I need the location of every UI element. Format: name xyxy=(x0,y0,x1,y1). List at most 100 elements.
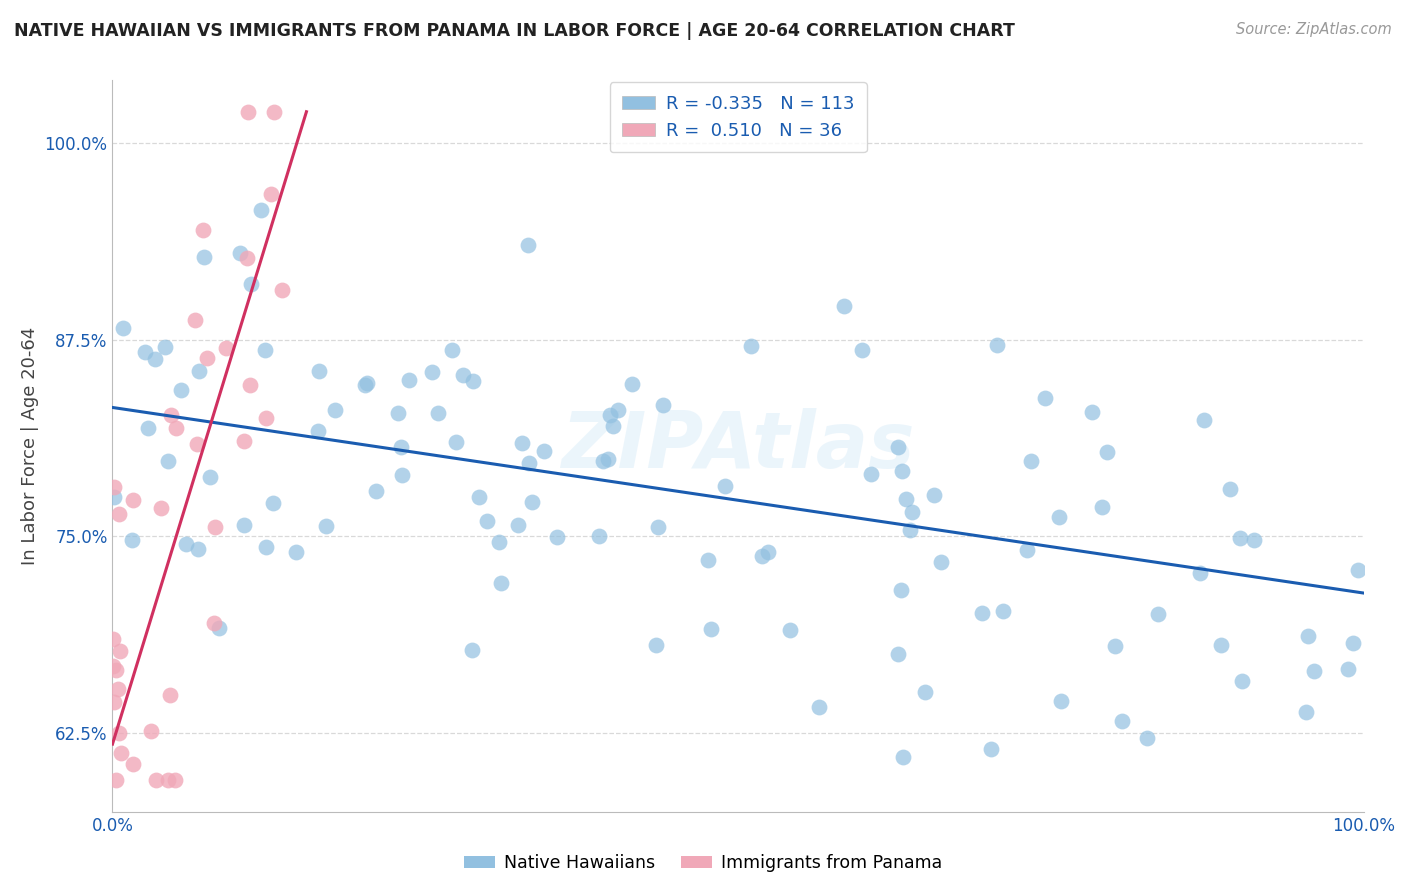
Legend: R = -0.335   N = 113, R =  0.510   N = 36: R = -0.335 N = 113, R = 0.510 N = 36 xyxy=(610,82,866,153)
Point xyxy=(307,424,329,438)
Point xyxy=(308,364,330,378)
Point xyxy=(315,519,337,533)
Point xyxy=(122,757,145,772)
Point xyxy=(898,523,921,537)
Y-axis label: In Labor Force | Age 20-64: In Labor Force | Age 20-64 xyxy=(21,326,39,566)
Point xyxy=(602,419,624,434)
Point xyxy=(1219,482,1241,496)
Point xyxy=(488,535,510,549)
Point xyxy=(468,490,491,504)
Point xyxy=(134,345,156,359)
Point xyxy=(475,514,498,528)
Point xyxy=(101,659,124,673)
Point xyxy=(891,749,914,764)
Point xyxy=(104,773,127,788)
Point xyxy=(165,421,187,435)
Point xyxy=(170,383,193,397)
Point xyxy=(159,689,181,703)
Point xyxy=(986,338,1008,352)
Point xyxy=(254,343,277,358)
Point xyxy=(1230,673,1253,688)
Point xyxy=(103,480,125,494)
Point xyxy=(980,741,1002,756)
Point xyxy=(233,518,256,533)
Point xyxy=(1047,509,1070,524)
Point xyxy=(1091,500,1114,515)
Point xyxy=(1343,636,1365,650)
Point xyxy=(700,622,723,636)
Point xyxy=(1211,639,1233,653)
Point xyxy=(506,518,529,533)
Point xyxy=(145,773,167,788)
Point xyxy=(356,376,378,390)
Point xyxy=(756,545,779,559)
Point xyxy=(254,411,277,425)
Point xyxy=(398,373,420,387)
Point xyxy=(751,549,773,563)
Point xyxy=(387,406,409,420)
Point xyxy=(236,104,259,119)
Point xyxy=(389,440,412,454)
Point xyxy=(364,484,387,499)
Point xyxy=(101,632,124,646)
Point xyxy=(993,603,1015,617)
Point xyxy=(1111,714,1133,728)
Point xyxy=(463,374,485,388)
Point xyxy=(195,351,218,365)
Point xyxy=(259,187,281,202)
Point xyxy=(157,773,180,788)
Point xyxy=(198,469,221,483)
Point xyxy=(620,377,643,392)
Point xyxy=(186,437,208,451)
Point xyxy=(103,695,125,709)
Point xyxy=(254,540,277,554)
Point xyxy=(489,575,512,590)
Point xyxy=(1192,413,1215,427)
Point xyxy=(107,726,129,740)
Point xyxy=(596,452,619,467)
Text: ZIPAtlas: ZIPAtlas xyxy=(561,408,915,484)
Point xyxy=(440,343,463,358)
Point xyxy=(808,699,831,714)
Point xyxy=(894,491,917,506)
Point xyxy=(174,537,197,551)
Point xyxy=(103,491,125,505)
Point xyxy=(284,545,307,559)
Point xyxy=(229,246,252,260)
Point xyxy=(143,351,166,366)
Point xyxy=(924,488,946,502)
Point xyxy=(239,277,262,292)
Point xyxy=(652,398,675,412)
Point xyxy=(1147,607,1170,622)
Point xyxy=(187,542,209,557)
Point xyxy=(107,681,129,696)
Point xyxy=(714,479,737,493)
Point xyxy=(191,223,214,237)
Point xyxy=(891,464,914,478)
Point xyxy=(451,368,474,382)
Point xyxy=(1337,662,1360,676)
Point xyxy=(420,365,443,379)
Point xyxy=(108,507,131,521)
Point xyxy=(851,343,873,358)
Point xyxy=(740,339,762,353)
Point xyxy=(149,501,172,516)
Point xyxy=(160,408,183,422)
Point xyxy=(1296,629,1319,643)
Point xyxy=(522,495,544,509)
Point xyxy=(208,621,231,635)
Point xyxy=(517,456,540,470)
Point xyxy=(887,647,910,661)
Point xyxy=(249,203,271,218)
Point xyxy=(184,313,207,327)
Point xyxy=(153,340,176,354)
Point xyxy=(323,403,346,417)
Point xyxy=(645,638,668,652)
Point xyxy=(901,505,924,519)
Point xyxy=(1135,731,1157,746)
Point xyxy=(931,555,953,569)
Point xyxy=(136,421,159,435)
Point xyxy=(592,454,614,468)
Point xyxy=(353,377,375,392)
Point xyxy=(121,533,143,548)
